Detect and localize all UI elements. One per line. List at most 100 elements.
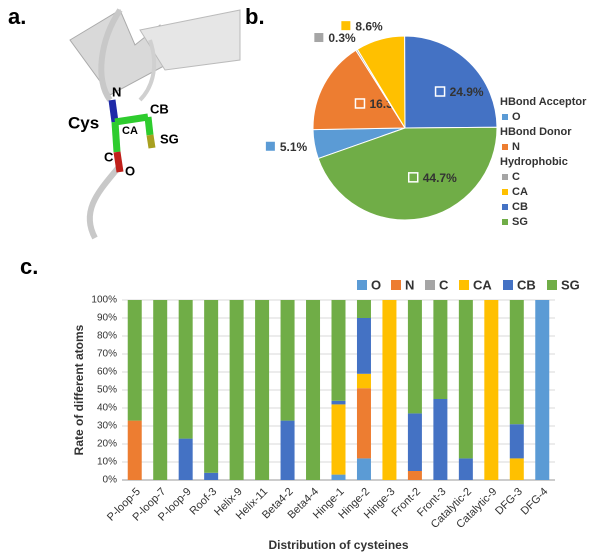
bar-segment bbox=[433, 399, 448, 480]
pie-slice bbox=[312, 49, 406, 131]
bar-segment bbox=[407, 413, 422, 471]
legend-group-title: HBond Donor bbox=[500, 126, 572, 138]
legend-label: N bbox=[405, 277, 414, 292]
x-axis-title: Distribution of cysteines bbox=[268, 538, 408, 552]
bar-segment bbox=[204, 472, 219, 480]
legend-label: C bbox=[512, 171, 520, 183]
bar-segment bbox=[356, 458, 371, 480]
y-tick-label: 100% bbox=[91, 295, 117, 306]
coil bbox=[86, 166, 121, 240]
bar-segment bbox=[331, 474, 346, 480]
y-tick-label: 50% bbox=[97, 385, 117, 396]
coil bbox=[138, 39, 157, 102]
data-label: 24.9% bbox=[450, 85, 484, 99]
bar-segment bbox=[306, 300, 321, 480]
y-tick-label: 70% bbox=[97, 349, 117, 360]
legend-label: CB bbox=[517, 277, 536, 292]
y-tick-label: 30% bbox=[97, 421, 117, 432]
bar-segment bbox=[127, 300, 142, 421]
bond bbox=[114, 113, 149, 126]
molecule-image: a. Cys N CB CA SG C O bbox=[8, 4, 241, 240]
data-label: 44.7% bbox=[423, 171, 457, 185]
legend-swatch bbox=[502, 189, 508, 195]
atom-label: SG bbox=[160, 131, 179, 146]
bar-segment bbox=[356, 388, 371, 459]
bond bbox=[113, 151, 124, 173]
bar-segment bbox=[178, 438, 193, 480]
residue-label: Cys bbox=[68, 113, 99, 132]
y-tick-label: 80% bbox=[97, 331, 117, 342]
bar-segment bbox=[356, 373, 371, 389]
label-marker bbox=[314, 33, 324, 43]
bar-segment bbox=[229, 300, 244, 480]
y-tick-label: 60% bbox=[97, 367, 117, 378]
y-axis-title: Rate of different atoms bbox=[72, 324, 86, 455]
label-marker bbox=[341, 21, 351, 31]
label-marker bbox=[407, 172, 419, 183]
bar-segment bbox=[407, 300, 422, 414]
panel-label: b. bbox=[245, 4, 265, 29]
legend-group-title: HBond Acceptor bbox=[500, 96, 587, 108]
y-tick-label: 10% bbox=[97, 457, 117, 468]
bar-segment bbox=[153, 300, 168, 480]
bar-segment bbox=[433, 300, 448, 399]
bond bbox=[111, 121, 121, 153]
data-label: 8.6% bbox=[355, 19, 383, 33]
atom-label: N bbox=[112, 84, 121, 99]
y-tick-label: 40% bbox=[97, 403, 117, 414]
label-marker bbox=[265, 141, 275, 151]
legend-swatch bbox=[502, 219, 508, 225]
bar-segment bbox=[331, 400, 346, 405]
panel-label: a. bbox=[8, 4, 26, 29]
bar-segment bbox=[407, 471, 422, 480]
bar-segment bbox=[331, 404, 346, 475]
legend-swatch bbox=[357, 280, 367, 290]
legend-swatch bbox=[547, 280, 557, 290]
bar-segment bbox=[204, 300, 219, 473]
atom-label: O bbox=[125, 163, 135, 178]
ribbon bbox=[139, 9, 241, 71]
bar-segment bbox=[127, 420, 142, 480]
legend-swatch bbox=[502, 204, 508, 210]
pie-slice bbox=[317, 126, 498, 221]
x-tick-label: DFG-4 bbox=[519, 486, 551, 518]
pie-slice bbox=[404, 35, 498, 129]
label-marker bbox=[354, 98, 366, 109]
legend-label: O bbox=[371, 277, 381, 292]
panel-label: c. bbox=[20, 254, 38, 279]
bar-segment bbox=[356, 300, 371, 318]
data-label: 0.3% bbox=[328, 31, 356, 45]
legend-label: CA bbox=[512, 186, 528, 198]
x-tick-label: DFG-3 bbox=[493, 486, 525, 518]
bar-segment bbox=[331, 300, 346, 401]
bond bbox=[108, 99, 119, 123]
atom-label: C bbox=[104, 149, 114, 164]
legend-group-title: Hydrophobic bbox=[500, 156, 568, 168]
legend-swatch bbox=[502, 144, 508, 150]
bar-segment bbox=[509, 458, 524, 480]
coil bbox=[98, 8, 123, 102]
bar-segment bbox=[484, 300, 499, 480]
bar-segment bbox=[458, 300, 473, 459]
legend-label: C bbox=[439, 277, 449, 292]
legend-label: SG bbox=[512, 216, 528, 228]
legend-label: N bbox=[512, 141, 520, 153]
bar-segment bbox=[535, 300, 550, 480]
legend-swatch bbox=[502, 174, 508, 180]
legend-swatch bbox=[391, 280, 401, 290]
y-tick-label: 20% bbox=[97, 439, 117, 450]
bar-segment bbox=[458, 458, 473, 480]
atom-label: CB bbox=[150, 101, 169, 116]
atom-label: CA bbox=[122, 125, 138, 137]
legend-swatch bbox=[502, 114, 508, 120]
legend-label: O bbox=[512, 111, 521, 123]
label-marker bbox=[434, 86, 446, 97]
legend-swatch bbox=[459, 280, 469, 290]
y-tick-label: 0% bbox=[103, 475, 118, 486]
bar-segment bbox=[509, 300, 524, 425]
bar-segment bbox=[382, 300, 397, 480]
bar-segment bbox=[255, 300, 270, 480]
bar-segment bbox=[280, 420, 295, 480]
legend-label: SG bbox=[561, 277, 580, 292]
